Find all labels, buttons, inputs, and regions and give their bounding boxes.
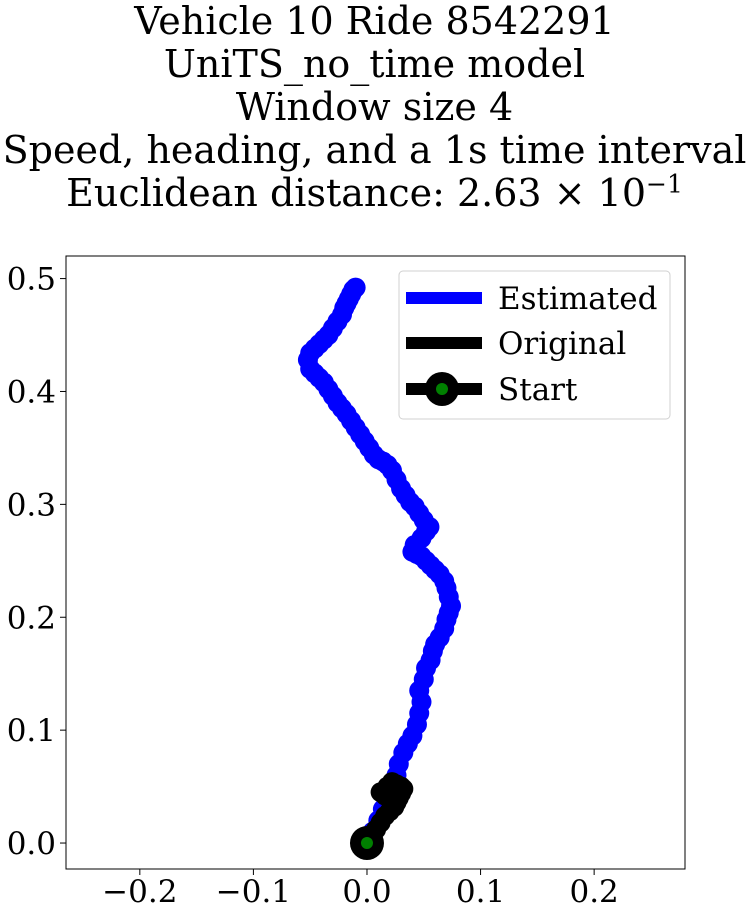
- y-tick-label: 0.1: [7, 713, 56, 749]
- x-tick-label: 0.2: [569, 874, 618, 910]
- ticks-layer: −0.2 −0.1 0.0 0.1 0.2 0.0 0.1 0.2 0.3 0.4 0.5: [7, 262, 619, 910]
- y-tick-label: 0.4: [7, 374, 56, 410]
- series-layer: [297, 277, 462, 861]
- legend-label-original: Original: [498, 326, 626, 362]
- start-marker-center: [360, 837, 373, 850]
- legend-label-start: Start: [498, 372, 578, 408]
- title-line-4: Speed, heading, and a 1s time interval: [2, 128, 747, 172]
- distance-mantissa: 2.63: [457, 171, 542, 215]
- distance-times: ×: [553, 171, 586, 215]
- title-line-1: Vehicle 10 Ride 8542291: [134, 0, 615, 43]
- legend: Estimated Original Start: [398, 270, 671, 420]
- legend-frame: [398, 270, 671, 420]
- x-tick-label: −0.2: [102, 874, 177, 910]
- x-tick-label: −0.1: [216, 874, 291, 910]
- chart-title: Vehicle 10 Ride 8542291 UniTS_no_time mo…: [0, 0, 749, 215]
- y-tick-label: 0.5: [7, 262, 56, 298]
- distance-base: 10: [597, 171, 646, 215]
- plot-frame: [65, 255, 686, 870]
- y-tick-label: 0.3: [7, 487, 56, 523]
- title-line-2: UniTS_no_time model: [163, 42, 586, 86]
- legend-start-marker-center: [436, 383, 448, 395]
- distance-line: Euclidean distance: 2.63 × 10−1: [0, 169, 749, 215]
- y-tick-label: 0.2: [7, 600, 56, 636]
- title-line-3: Window size 4: [235, 85, 514, 129]
- series-point-original: [370, 782, 391, 803]
- series-point-estimated: [345, 277, 366, 298]
- y-tick-label: 0.0: [7, 826, 56, 862]
- legend-label-estimated: Estimated: [498, 281, 657, 317]
- x-tick-label: 0.0: [342, 874, 391, 910]
- distance-exponent: −1: [646, 169, 683, 199]
- x-tick-label: 0.1: [456, 874, 505, 910]
- distance-label: Euclidean distance:: [66, 171, 457, 215]
